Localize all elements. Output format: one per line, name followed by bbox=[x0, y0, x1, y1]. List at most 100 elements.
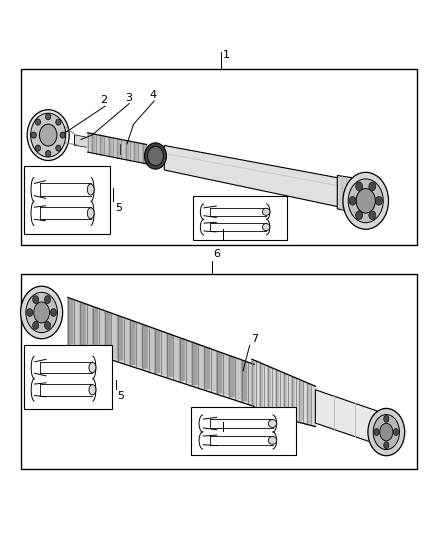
Text: 2: 2 bbox=[100, 95, 107, 106]
Polygon shape bbox=[80, 303, 85, 349]
Polygon shape bbox=[198, 345, 204, 387]
Polygon shape bbox=[337, 175, 355, 213]
Ellipse shape bbox=[375, 197, 382, 205]
Ellipse shape bbox=[35, 145, 41, 151]
Bar bbox=[191, 407, 296, 455]
Ellipse shape bbox=[87, 184, 94, 195]
Polygon shape bbox=[121, 140, 125, 159]
Text: 5: 5 bbox=[117, 391, 124, 401]
Polygon shape bbox=[205, 348, 210, 389]
Ellipse shape bbox=[356, 189, 375, 213]
Ellipse shape bbox=[56, 119, 61, 125]
Polygon shape bbox=[105, 312, 110, 357]
Polygon shape bbox=[130, 321, 135, 365]
Polygon shape bbox=[292, 377, 295, 419]
Ellipse shape bbox=[356, 182, 363, 191]
Ellipse shape bbox=[268, 419, 277, 427]
Ellipse shape bbox=[369, 182, 376, 191]
Polygon shape bbox=[164, 146, 339, 207]
Polygon shape bbox=[260, 364, 263, 411]
Polygon shape bbox=[111, 314, 117, 359]
Polygon shape bbox=[68, 298, 73, 344]
Polygon shape bbox=[142, 325, 148, 369]
Ellipse shape bbox=[50, 309, 57, 317]
Bar bbox=[21, 274, 417, 469]
Polygon shape bbox=[74, 135, 120, 154]
Polygon shape bbox=[229, 357, 234, 397]
Polygon shape bbox=[248, 363, 253, 403]
Ellipse shape bbox=[31, 113, 66, 157]
Ellipse shape bbox=[46, 114, 51, 120]
Polygon shape bbox=[300, 381, 303, 422]
Polygon shape bbox=[279, 372, 283, 416]
Polygon shape bbox=[100, 135, 104, 155]
Ellipse shape bbox=[384, 442, 389, 449]
Polygon shape bbox=[283, 374, 287, 417]
Ellipse shape bbox=[32, 296, 39, 303]
Ellipse shape bbox=[145, 143, 166, 169]
Ellipse shape bbox=[393, 429, 399, 435]
Polygon shape bbox=[252, 360, 255, 409]
Ellipse shape bbox=[60, 132, 65, 138]
Polygon shape bbox=[223, 354, 228, 395]
Polygon shape bbox=[87, 305, 92, 351]
Text: 7: 7 bbox=[251, 334, 258, 344]
Polygon shape bbox=[117, 139, 121, 158]
Ellipse shape bbox=[21, 286, 63, 339]
Ellipse shape bbox=[27, 110, 69, 160]
Polygon shape bbox=[304, 382, 307, 423]
Polygon shape bbox=[256, 362, 259, 410]
Polygon shape bbox=[296, 379, 299, 421]
Polygon shape bbox=[272, 369, 275, 414]
Ellipse shape bbox=[348, 179, 383, 223]
Bar bbox=[193, 197, 287, 240]
Ellipse shape bbox=[373, 415, 399, 449]
Polygon shape bbox=[117, 317, 123, 361]
Bar bbox=[21, 69, 417, 246]
Polygon shape bbox=[68, 297, 254, 406]
Polygon shape bbox=[288, 376, 291, 418]
Polygon shape bbox=[88, 133, 92, 152]
Bar bbox=[24, 345, 112, 409]
Polygon shape bbox=[113, 138, 117, 157]
Ellipse shape bbox=[27, 309, 33, 317]
Polygon shape bbox=[242, 361, 247, 401]
Polygon shape bbox=[211, 350, 216, 391]
Polygon shape bbox=[180, 338, 185, 381]
Polygon shape bbox=[307, 384, 311, 423]
Ellipse shape bbox=[26, 292, 57, 333]
Polygon shape bbox=[236, 359, 241, 399]
Polygon shape bbox=[138, 143, 142, 162]
Text: 6: 6 bbox=[214, 249, 221, 260]
Polygon shape bbox=[92, 134, 95, 153]
Polygon shape bbox=[99, 310, 104, 354]
Polygon shape bbox=[167, 334, 173, 377]
Ellipse shape bbox=[148, 147, 163, 166]
Ellipse shape bbox=[343, 172, 389, 229]
Ellipse shape bbox=[262, 208, 270, 215]
Bar bbox=[24, 166, 110, 233]
Ellipse shape bbox=[87, 208, 94, 219]
Polygon shape bbox=[126, 140, 129, 160]
Polygon shape bbox=[130, 141, 134, 160]
Ellipse shape bbox=[56, 145, 61, 151]
Text: 5: 5 bbox=[214, 419, 221, 430]
Ellipse shape bbox=[369, 211, 376, 220]
Text: 3: 3 bbox=[125, 93, 132, 103]
Ellipse shape bbox=[46, 150, 51, 157]
Polygon shape bbox=[109, 137, 113, 156]
Polygon shape bbox=[264, 366, 267, 412]
Ellipse shape bbox=[34, 302, 49, 323]
Polygon shape bbox=[96, 134, 100, 154]
Polygon shape bbox=[268, 367, 271, 413]
Polygon shape bbox=[124, 319, 129, 363]
Polygon shape bbox=[74, 301, 79, 346]
Ellipse shape bbox=[35, 119, 41, 125]
Polygon shape bbox=[155, 330, 160, 373]
Ellipse shape bbox=[349, 197, 356, 205]
Polygon shape bbox=[252, 359, 315, 426]
Text: 5: 5 bbox=[214, 218, 221, 228]
Polygon shape bbox=[93, 308, 98, 352]
Ellipse shape bbox=[262, 223, 270, 231]
Polygon shape bbox=[315, 390, 377, 444]
